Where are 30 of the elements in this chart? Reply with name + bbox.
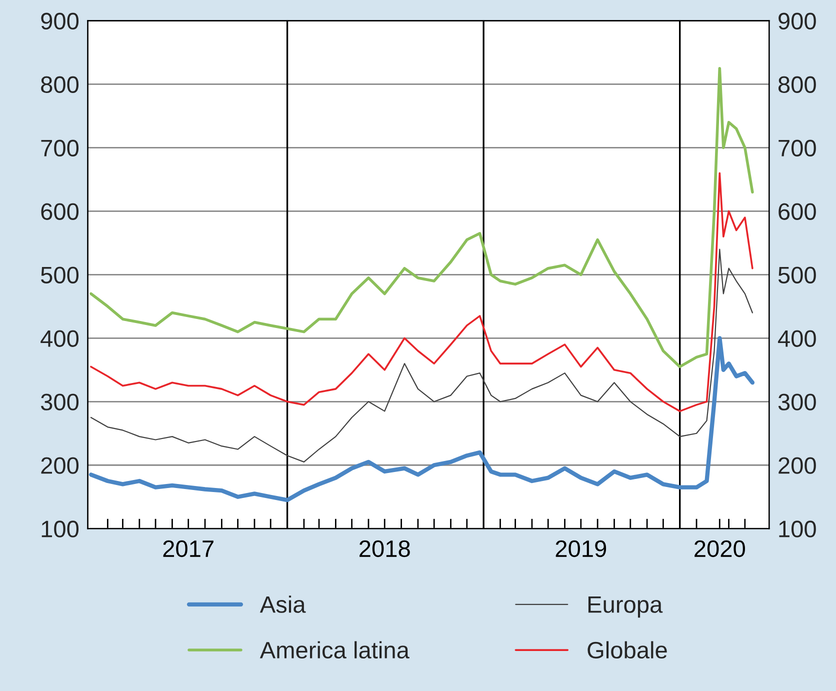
x-tick-label: 2020: [694, 540, 745, 558]
y2-tick-label: 200: [778, 457, 816, 474]
y-tick-label: 500: [41, 266, 79, 284]
y-tick-label: 600: [41, 203, 79, 220]
y2-tick-label: 700: [778, 140, 816, 156]
x-tick-label: 2018: [360, 540, 410, 558]
y2-tick-label: 400: [778, 330, 816, 347]
y2-tick-label: 600: [778, 203, 816, 220]
legend-label: Asia: [260, 596, 306, 613]
line-series: [90, 172, 754, 412]
legend-label: Europa: [588, 596, 663, 618]
y2-tick-label: 100: [779, 520, 816, 538]
y2-tick-label: 500: [778, 266, 816, 284]
y2-tick-label: 900: [778, 12, 816, 30]
y-tick-label: 800: [41, 76, 79, 94]
y2-tick-label: 300: [778, 394, 816, 410]
y-tick-label: 200: [41, 457, 79, 474]
line-series: [88, 336, 755, 502]
y-tick-label: 100: [42, 520, 79, 538]
y2-tick-label: 800: [778, 76, 816, 94]
line-series: [90, 248, 754, 463]
x-tick-label: 2017: [163, 540, 214, 558]
legend-label: America latina: [260, 641, 410, 659]
legend-label: Globale: [588, 641, 667, 659]
y-tick-label: 300: [40, 394, 79, 410]
line-series: [90, 66, 754, 368]
y-tick-label: 900: [41, 12, 79, 30]
y-tick-label: 700: [41, 140, 79, 156]
y-tick-label: 400: [40, 330, 79, 347]
x-tick-label: 2019: [556, 540, 606, 558]
